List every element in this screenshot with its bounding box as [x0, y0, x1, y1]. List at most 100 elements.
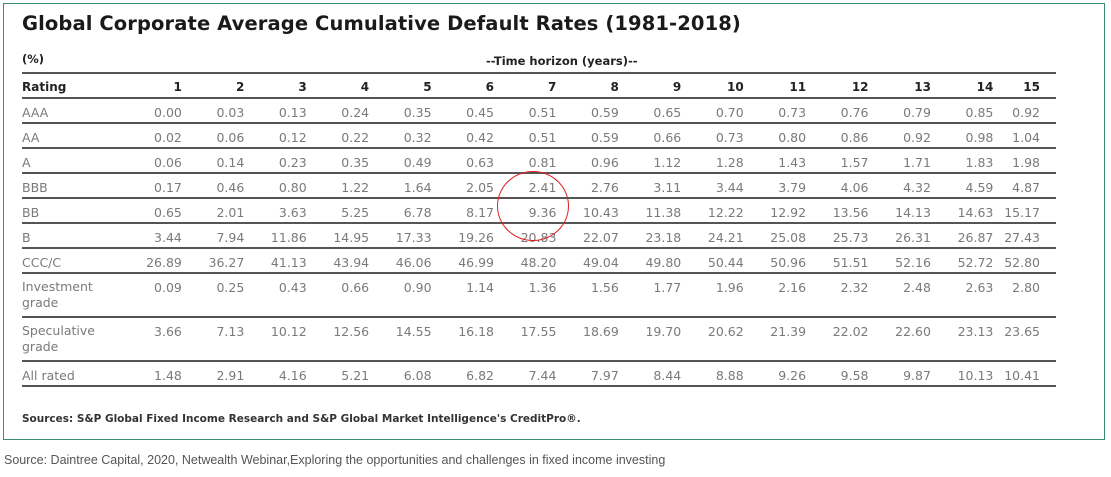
value-cell: 36.27: [208, 255, 245, 270]
value-cell: 0.65: [653, 105, 682, 120]
value-cell: 0.96: [590, 155, 619, 170]
value-cell: 5.21: [341, 368, 370, 383]
value-cell: 49.80: [645, 255, 682, 270]
value-cell: 2.76: [590, 180, 619, 195]
rating-cell: BB: [22, 205, 40, 220]
value-cell: 8.44: [653, 368, 682, 383]
value-cell: 1.71: [903, 155, 931, 170]
highlight-circle: [497, 171, 569, 241]
value-cell: 50.96: [770, 255, 807, 270]
value-cell: 12.56: [333, 324, 370, 339]
value-cell: 14.63: [957, 205, 994, 220]
table-row: Speculative grade 3.66 7.13 10.12 12.56 14.55…: [22, 317, 1056, 361]
column-header-year: 11: [789, 80, 807, 94]
value-cell: 2.80: [1012, 280, 1040, 295]
value-cell: 1.43: [778, 155, 807, 170]
value-cell: 23.13: [957, 324, 994, 339]
value-cell: 10.12: [270, 324, 307, 339]
column-header-year: 13: [914, 80, 931, 94]
table-row: Investment grade 0.09 0.25 0.43 0.66 0.90 1.14…: [22, 273, 1056, 317]
value-cell: 9.26: [778, 368, 807, 383]
value-cell: 4.16: [278, 368, 307, 383]
value-cell: 0.80: [778, 130, 807, 145]
value-cell: 0.85: [965, 105, 994, 120]
value-cell: 1.12: [653, 155, 682, 170]
value-cell: 0.35: [403, 105, 432, 120]
value-cell: 1.14: [466, 280, 494, 295]
value-cell: 52.16: [895, 255, 931, 270]
value-cell: 2.16: [778, 280, 807, 295]
value-cell: 46.99: [458, 255, 494, 270]
value-cell: 0.42: [466, 130, 494, 145]
value-cell: 1.22: [341, 180, 370, 195]
value-cell: 2.32: [840, 280, 869, 295]
value-cell: 4.87: [1012, 180, 1040, 195]
value-cell: 1.98: [1012, 155, 1040, 170]
value-cell: 12.22: [707, 205, 744, 220]
value-cell: 14.55: [395, 324, 432, 339]
value-cell: 3.66: [154, 324, 182, 339]
value-cell: 1.57: [840, 155, 869, 170]
value-cell: 27.43: [1004, 230, 1040, 245]
value-cell: 52.72: [957, 255, 994, 270]
value-cell: 0.86: [840, 130, 869, 145]
column-header-year: 6: [485, 80, 494, 94]
value-cell: 26.31: [895, 230, 931, 245]
value-cell: 48.20: [520, 255, 557, 270]
value-cell: 1.28: [715, 155, 744, 170]
image-caption: Source: Daintree Capital, 2020, Netwealt…: [4, 453, 666, 467]
header-row: Rating 1 2 3 4 5 6 7 8 9 10 11 12 13 14 15: [22, 73, 1056, 98]
value-cell: 19.26: [458, 230, 494, 245]
value-cell: 7.44: [528, 368, 557, 383]
value-cell: 13.56: [832, 205, 869, 220]
value-cell: 19.70: [645, 324, 682, 339]
column-header-year: 2: [235, 80, 245, 94]
value-cell: 0.66: [653, 130, 682, 145]
value-cell: 4.06: [840, 180, 869, 195]
value-cell: 8.88: [715, 368, 744, 383]
value-cell: 0.06: [216, 130, 245, 145]
time-horizon-label: --Time horizon (years)--: [486, 54, 638, 68]
rating-cell: AA: [22, 130, 40, 145]
value-cell: 26.89: [146, 255, 182, 270]
value-cell: 1.56: [590, 280, 619, 295]
column-header-year: 15: [1023, 80, 1040, 94]
rating-cell: AAA: [22, 105, 49, 120]
value-cell: 0.51: [528, 130, 557, 145]
value-cell: 50.44: [707, 255, 744, 270]
value-cell: 3.44: [715, 180, 744, 195]
column-header-year: 12: [851, 80, 869, 94]
value-cell: 17.55: [520, 324, 557, 339]
value-cell: 0.14: [216, 155, 245, 170]
value-cell: 22.07: [583, 230, 619, 245]
value-cell: 3.11: [653, 180, 682, 195]
value-cell: 10.43: [583, 205, 619, 220]
value-cell: 0.51: [528, 105, 557, 120]
table-frame: [3, 3, 1105, 440]
value-cell: 0.17: [154, 180, 182, 195]
rating-cell: B: [22, 230, 31, 245]
value-cell: 0.66: [341, 280, 370, 295]
value-cell: 0.02: [154, 130, 182, 145]
value-cell: 14.13: [895, 205, 931, 220]
value-cell: 0.22: [341, 130, 370, 145]
value-cell: 41.13: [270, 255, 307, 270]
value-cell: 0.49: [403, 155, 432, 170]
value-cell: 17.33: [395, 230, 432, 245]
value-cell: 2.05: [466, 180, 494, 195]
value-cell: 3.79: [778, 180, 807, 195]
rating-cell: A: [22, 155, 31, 170]
value-cell: 0.45: [466, 105, 494, 120]
value-cell: 8.17: [466, 205, 494, 220]
rating-cell: Investment grade: [22, 279, 93, 310]
rating-cell: CCC/C: [22, 255, 62, 270]
column-header-year: 10: [726, 80, 744, 94]
value-cell: 7.13: [216, 324, 245, 339]
column-header-year: 14: [976, 80, 994, 94]
value-cell: 0.32: [403, 130, 432, 145]
value-cell: 0.80: [278, 180, 307, 195]
value-cell: 9.58: [840, 368, 869, 383]
unit-label: (%): [22, 52, 45, 66]
rating-cell: BBB: [22, 180, 48, 195]
value-cell: 5.25: [341, 205, 370, 220]
